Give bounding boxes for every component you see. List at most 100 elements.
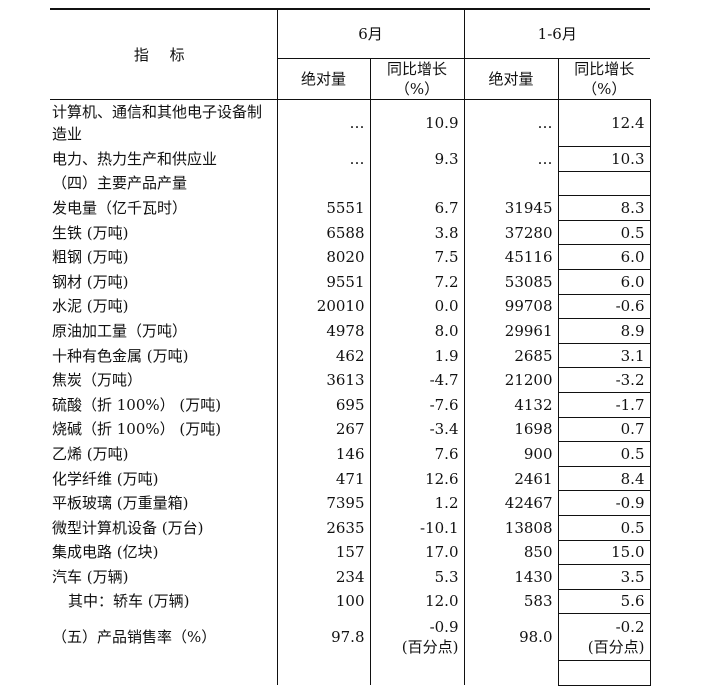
table-row: 水泥 (万吨) 20010 0.0 99708 -0.6 xyxy=(50,293,651,320)
table-row-partial xyxy=(50,660,651,686)
june-absolute: 5551 xyxy=(276,195,370,221)
june-yoy: 5.3 xyxy=(369,564,464,590)
ytd-yoy: 3.5 xyxy=(557,564,651,590)
table-row: 粗钢 (万吨) 8020 7.5 45116 6.0 xyxy=(50,244,651,270)
table-row: 生铁 (万吨) 6588 3.8 37280 0.5 xyxy=(50,219,651,246)
june-absolute: 6588 xyxy=(276,220,370,245)
indicator-label: 原油加工量（万吨） xyxy=(52,321,188,340)
indicator-label: 化学纤维 (万吨) xyxy=(52,469,159,488)
ytd-yoy: 15.0 xyxy=(557,539,651,566)
ytd-absolute: 850 xyxy=(463,540,558,565)
ytd-yoy: -0.6 xyxy=(557,293,651,320)
table-row: 微型计算机设备 (万台) 2635 -10.1 13808 0.5 xyxy=(50,514,651,541)
table-row: 硫酸（折 100%） (万吨) 695 -7.6 4132 -1.7 xyxy=(50,391,651,418)
ytd-absolute: 29961 xyxy=(463,318,558,344)
table-row: 发电量（亿千瓦时） 5551 6.7 31945 8.3 xyxy=(50,195,651,221)
ytd-yoy: -0.9 xyxy=(557,490,651,516)
period-june-header: 6月 xyxy=(276,8,464,59)
june-absolute: 97.8 xyxy=(276,613,370,661)
june-yoy: 3.8 xyxy=(369,220,464,245)
table-row: （四）主要产品产量 xyxy=(50,170,651,197)
abs-header: 绝对量 xyxy=(276,58,370,100)
ytd-yoy: 0.7 xyxy=(557,416,651,443)
ytd-yoy: 0.5 xyxy=(557,514,651,541)
table-row: 电力、热力生产和供应业… 9.3… 10.3 xyxy=(50,146,651,172)
indicator-label: 生铁 (万吨) xyxy=(52,223,129,242)
june-yoy: 0.0 xyxy=(369,294,464,319)
ytd-yoy: 10.3 xyxy=(557,146,651,172)
june-yoy: -4.7 xyxy=(369,367,464,393)
ytd-absolute: … xyxy=(463,146,558,172)
table-row: 烧碱（折 100%） (万吨) 267 -3.4 1698 0.7 xyxy=(50,416,651,443)
indicator-label: 微型计算机设备 (万台) xyxy=(52,518,204,537)
ytd-absolute: 4132 xyxy=(463,392,558,418)
ytd-yoy: 0.5 xyxy=(557,441,651,467)
june-absolute: 462 xyxy=(276,343,370,368)
ytd-yoy: 0.5 xyxy=(557,219,651,246)
june-absolute: 20010 xyxy=(276,294,370,319)
ytd-absolute: 900 xyxy=(463,441,558,467)
indicator-label: 粗钢 (万吨) xyxy=(52,248,129,267)
june-absolute: 157 xyxy=(276,540,370,565)
table-row: 其中：轿车 (万辆) 100 12.0 583 5.6 xyxy=(50,588,651,615)
ytd-absolute: 99708 xyxy=(463,294,558,319)
table-row: 计算机、通信和其他电子设备制造业… 10.9… 12.4 xyxy=(50,99,651,147)
ytd-yoy: -0.2 (百分点) xyxy=(557,613,651,662)
june-absolute: 695 xyxy=(276,392,370,418)
june-yoy: 17.0 xyxy=(369,540,464,565)
indicator-label: 钢材 (万吨) xyxy=(52,272,129,291)
table-row: （五）产品销售率（%） 97.8 -0.9 (百分点) 98.0 -0.2 (百分点) xyxy=(50,613,651,662)
ytd-yoy: 6.0 xyxy=(557,244,651,270)
ytd-yoy: 8.4 xyxy=(557,465,651,492)
table-row: 十种有色金属 (万吨) 462 1.9 2685 3.1 xyxy=(50,342,651,369)
indicator-label: 硫酸（折 100%） (万吨) xyxy=(52,395,222,414)
ytd-yoy xyxy=(557,170,651,197)
indicator-label: （四）主要产品产量 xyxy=(52,174,188,193)
table-row: 原油加工量（万吨） 4978 8.0 29961 8.9 xyxy=(50,318,651,344)
indicator-header: 指 标 xyxy=(50,8,277,100)
june-absolute: 100 xyxy=(276,589,370,614)
indicator-label: 水泥 (万吨) xyxy=(52,297,129,316)
june-yoy: -7.6 xyxy=(369,392,464,418)
june-yoy: 12.0 xyxy=(369,589,464,614)
ytd-absolute: 98.0 xyxy=(463,613,558,661)
indicator-label: 汽车 (万辆) xyxy=(52,567,129,586)
indicator-label: 发电量（亿千瓦时） xyxy=(52,198,188,217)
indicator-label: 计算机、通信和其他电子设备制造业 xyxy=(52,103,263,144)
ytd-yoy: -1.7 xyxy=(557,391,651,418)
indicator-label: 集成电路 (亿块) xyxy=(52,543,159,562)
june-yoy: 1.9 xyxy=(369,343,464,368)
indicator-label: 乙烯 (万吨) xyxy=(52,444,129,463)
june-absolute: 3613 xyxy=(276,367,370,393)
period-jan-june-header: 1-6月 xyxy=(463,8,650,59)
ytd-absolute: 2685 xyxy=(463,343,558,368)
table-row: 化学纤维 (万吨) 471 12.6 2461 8.4 xyxy=(50,465,651,492)
ytd-yoy: 8.3 xyxy=(557,195,651,221)
june-yoy: 9.3 xyxy=(369,146,464,172)
table-row: 焦炭（万吨） 3613 -4.7 21200 -3.2 xyxy=(50,367,651,393)
ytd-absolute: 53085 xyxy=(463,269,558,295)
june-yoy: 8.0 xyxy=(369,318,464,344)
yoy-header: 同比增长 （%） xyxy=(557,58,650,100)
ytd-absolute: 21200 xyxy=(463,367,558,393)
ytd-absolute: 37280 xyxy=(463,220,558,245)
ytd-yoy: 3.1 xyxy=(557,342,651,369)
june-absolute: … xyxy=(276,146,370,172)
june-yoy: -10.1 xyxy=(369,515,464,540)
ytd-absolute: 42467 xyxy=(463,490,558,516)
ytd-absolute: 13808 xyxy=(463,515,558,540)
indicator-label: 烧碱（折 100%） (万吨) xyxy=(52,420,222,439)
indicator-label: 平板玻璃 (万重量箱) xyxy=(52,494,189,513)
june-absolute: … xyxy=(276,99,370,147)
june-absolute: 267 xyxy=(276,417,370,442)
june-yoy: 7.2 xyxy=(369,269,464,295)
june-yoy: 1.2 xyxy=(369,490,464,516)
table-row: 汽车 (万辆) 234 5.3 1430 3.5 xyxy=(50,564,651,590)
indicator-label: 其中：轿车 (万辆) xyxy=(68,592,190,611)
table-row: 钢材 (万吨) 9551 7.2 53085 6.0 xyxy=(50,268,651,295)
ytd-yoy: -3.2 xyxy=(557,367,651,393)
june-yoy: 6.7 xyxy=(369,195,464,221)
ytd-yoy: 12.4 xyxy=(557,99,651,147)
june-yoy: 7.5 xyxy=(369,244,464,270)
ytd-absolute: … xyxy=(463,99,558,147)
